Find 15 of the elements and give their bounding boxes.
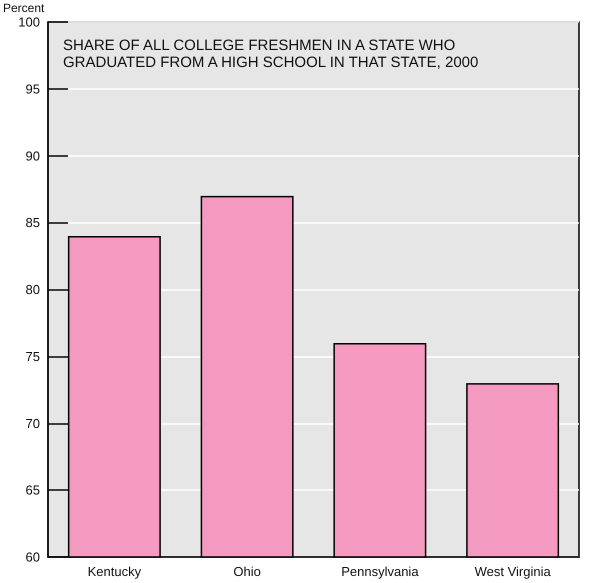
y-tick-label: 80 <box>26 282 40 297</box>
y-tick-label: 85 <box>26 215 40 230</box>
x-tick-label: Kentucky <box>88 564 142 579</box>
y-tick-label: 60 <box>26 550 40 564</box>
y-tick-label: 95 <box>26 81 40 96</box>
y-tick-label: 75 <box>26 348 40 364</box>
y-tick-label: 90 <box>26 148 40 164</box>
y-tick-label: 65 <box>26 482 40 498</box>
x-tick-label: Ohio <box>233 564 261 579</box>
y-axis-title: Percent <box>3 1 46 15</box>
x-tick-label: Pennsylvania <box>341 564 420 579</box>
x-tick-label: West Virginia <box>474 564 552 579</box>
y-tick-label: 70 <box>26 416 40 431</box>
y-tick-label: 100 <box>18 14 40 30</box>
text: SHARE OF ALL COLLEGE FRESHMEN IN A STATE WHO GRADUATED FROM A HIGH SCHOOL IN THAT STATE, 2000 <box>63 37 478 71</box>
